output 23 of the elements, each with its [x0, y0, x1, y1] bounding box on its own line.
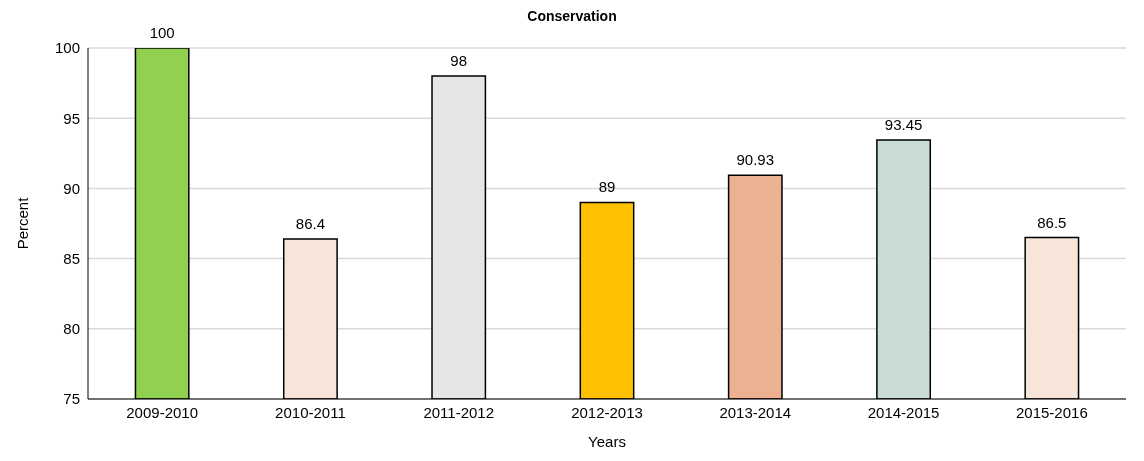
data-label: 98 [450, 52, 468, 70]
data-label: 89 [598, 178, 616, 196]
x-axis-title: Years [588, 433, 626, 450]
data-label: 86.5 [1037, 213, 1067, 231]
x-tick-label: 2015-2016 [1015, 403, 1088, 421]
y-tick-label: 95 [63, 109, 80, 127]
y-tick-label: 90 [63, 179, 80, 197]
x-tick-label: 2010-2011 [275, 403, 346, 421]
x-tick-label: 2011-2012 [423, 403, 495, 421]
x-tick-label: 2012-2013 [571, 403, 643, 421]
x-tick-label: 2009-2010 [126, 403, 199, 421]
y-tick-label: 80 [63, 320, 80, 338]
data-label: 93.45 [884, 115, 923, 133]
x-tick-label: 2014-2015 [867, 403, 940, 421]
data-label: 100 [149, 24, 175, 41]
y-tick-label: 100 [54, 39, 80, 57]
data-label: 86.4 [295, 214, 326, 232]
y-tick-label: 85 [63, 249, 80, 267]
chart-title: Conservation [527, 8, 617, 24]
y-axis-title: Percent [14, 196, 32, 250]
data-label: 90.93 [736, 151, 775, 169]
x-tick-label: 2013-2014 [719, 403, 792, 421]
y-tick-label: 75 [63, 390, 80, 408]
